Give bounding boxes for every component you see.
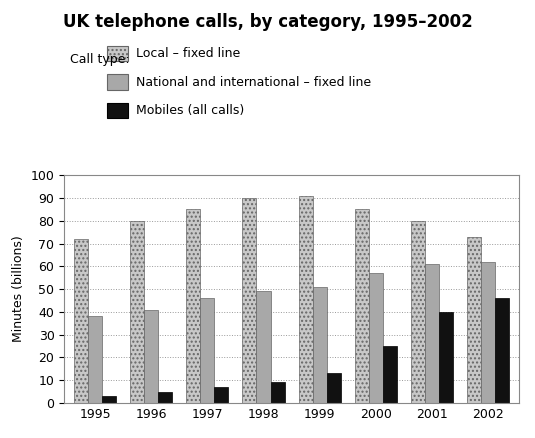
Bar xyxy=(242,198,256,403)
Text: UK telephone calls, by category, 1995–2002: UK telephone calls, by category, 1995–20… xyxy=(63,13,472,31)
Bar xyxy=(130,221,144,403)
Bar xyxy=(495,298,509,403)
Text: Mobiles (all calls): Mobiles (all calls) xyxy=(136,104,244,117)
Bar xyxy=(186,209,200,403)
Y-axis label: Minutes (billions): Minutes (billions) xyxy=(12,236,25,343)
Bar xyxy=(369,273,383,403)
Bar xyxy=(327,373,341,403)
Text: Call type:: Call type: xyxy=(70,53,129,66)
Bar xyxy=(299,196,312,403)
Bar xyxy=(312,287,327,403)
Bar xyxy=(256,291,271,403)
Bar xyxy=(425,264,439,403)
Bar xyxy=(144,310,158,403)
Bar xyxy=(102,396,116,403)
Bar xyxy=(200,298,215,403)
Bar xyxy=(411,221,425,403)
Bar xyxy=(158,392,172,403)
Bar xyxy=(355,209,369,403)
Bar xyxy=(467,237,481,403)
Bar xyxy=(383,346,397,403)
Bar xyxy=(215,387,228,403)
Bar xyxy=(439,312,453,403)
Bar xyxy=(481,262,495,403)
Bar xyxy=(271,382,285,403)
Bar xyxy=(74,239,88,403)
Bar xyxy=(88,316,102,403)
Text: National and international – fixed line: National and international – fixed line xyxy=(136,76,371,88)
Text: Local – fixed line: Local – fixed line xyxy=(136,47,241,60)
